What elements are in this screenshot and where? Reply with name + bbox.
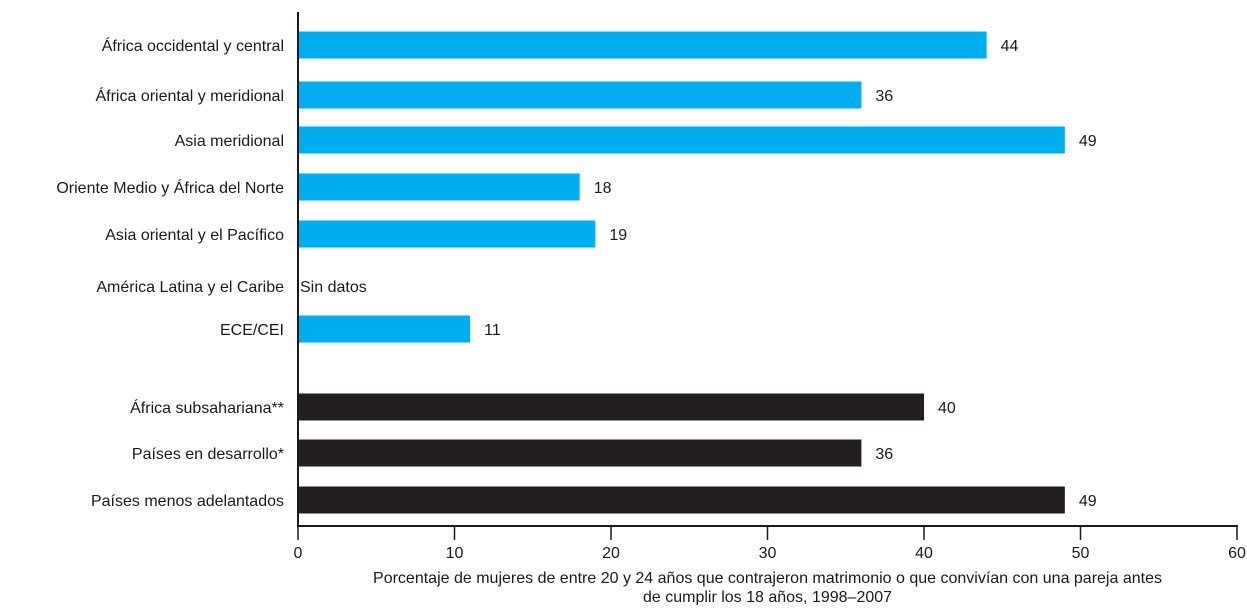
data-label: 18 xyxy=(594,180,612,197)
bar xyxy=(298,439,862,467)
x-axis-title-line-1: Porcentaje de mujeres de entre 20 y 24 a… xyxy=(373,570,1162,587)
category-label: Países en desarrollo* xyxy=(132,446,284,463)
x-tick-label: 50 xyxy=(1072,545,1090,562)
data-label: 44 xyxy=(1001,38,1019,55)
no-data-label: Sin datos xyxy=(300,279,367,296)
data-label: 40 xyxy=(938,400,956,417)
data-label: 11 xyxy=(484,322,501,339)
data-label: 36 xyxy=(875,446,893,463)
x-axis-title-line-2: de cumplir los 18 años, 1998–2007 xyxy=(643,589,892,605)
category-label: Asia oriental y el Pacífico xyxy=(105,227,284,244)
category-label: Asia meridional xyxy=(175,133,284,150)
value-labels-layer: 44 36 49 18 19 Sin datos 11 40 36 49 xyxy=(300,38,1097,510)
bar xyxy=(298,393,924,421)
x-tick-label: 30 xyxy=(759,545,777,562)
x-tick-label: 20 xyxy=(602,545,620,562)
bar xyxy=(298,126,1065,154)
data-label: 49 xyxy=(1079,493,1097,510)
category-label: América Latina y el Caribe xyxy=(96,279,284,296)
x-ticks-layer: 0 10 20 30 40 50 60 xyxy=(294,526,1246,562)
x-axis-title: Porcentaje de mujeres de entre 20 y 24 a… xyxy=(373,570,1162,606)
x-tick-label: 40 xyxy=(915,545,933,562)
bar xyxy=(298,220,596,248)
bar xyxy=(298,31,987,59)
data-label: 19 xyxy=(609,227,627,244)
bar xyxy=(298,315,471,343)
data-label: 36 xyxy=(875,88,893,105)
category-label: ECE/CEI xyxy=(220,322,284,339)
bar xyxy=(298,486,1065,514)
category-label: Países menos adelantados xyxy=(91,493,284,510)
data-label: 49 xyxy=(1079,133,1097,150)
bar xyxy=(298,173,580,201)
x-tick-label: 60 xyxy=(1228,545,1246,562)
bars-layer xyxy=(298,31,1065,514)
category-labels-layer: África occidental y central África orient… xyxy=(56,36,284,510)
category-label: África subsahariana** xyxy=(130,398,284,417)
bar xyxy=(298,81,862,109)
x-tick-label: 0 xyxy=(294,545,303,562)
x-tick-label: 10 xyxy=(446,545,464,562)
category-label: África oriental y meridional xyxy=(95,86,284,105)
category-label: África occidental y central xyxy=(102,36,284,55)
category-label: Oriente Medio y África del Norte xyxy=(56,178,284,197)
